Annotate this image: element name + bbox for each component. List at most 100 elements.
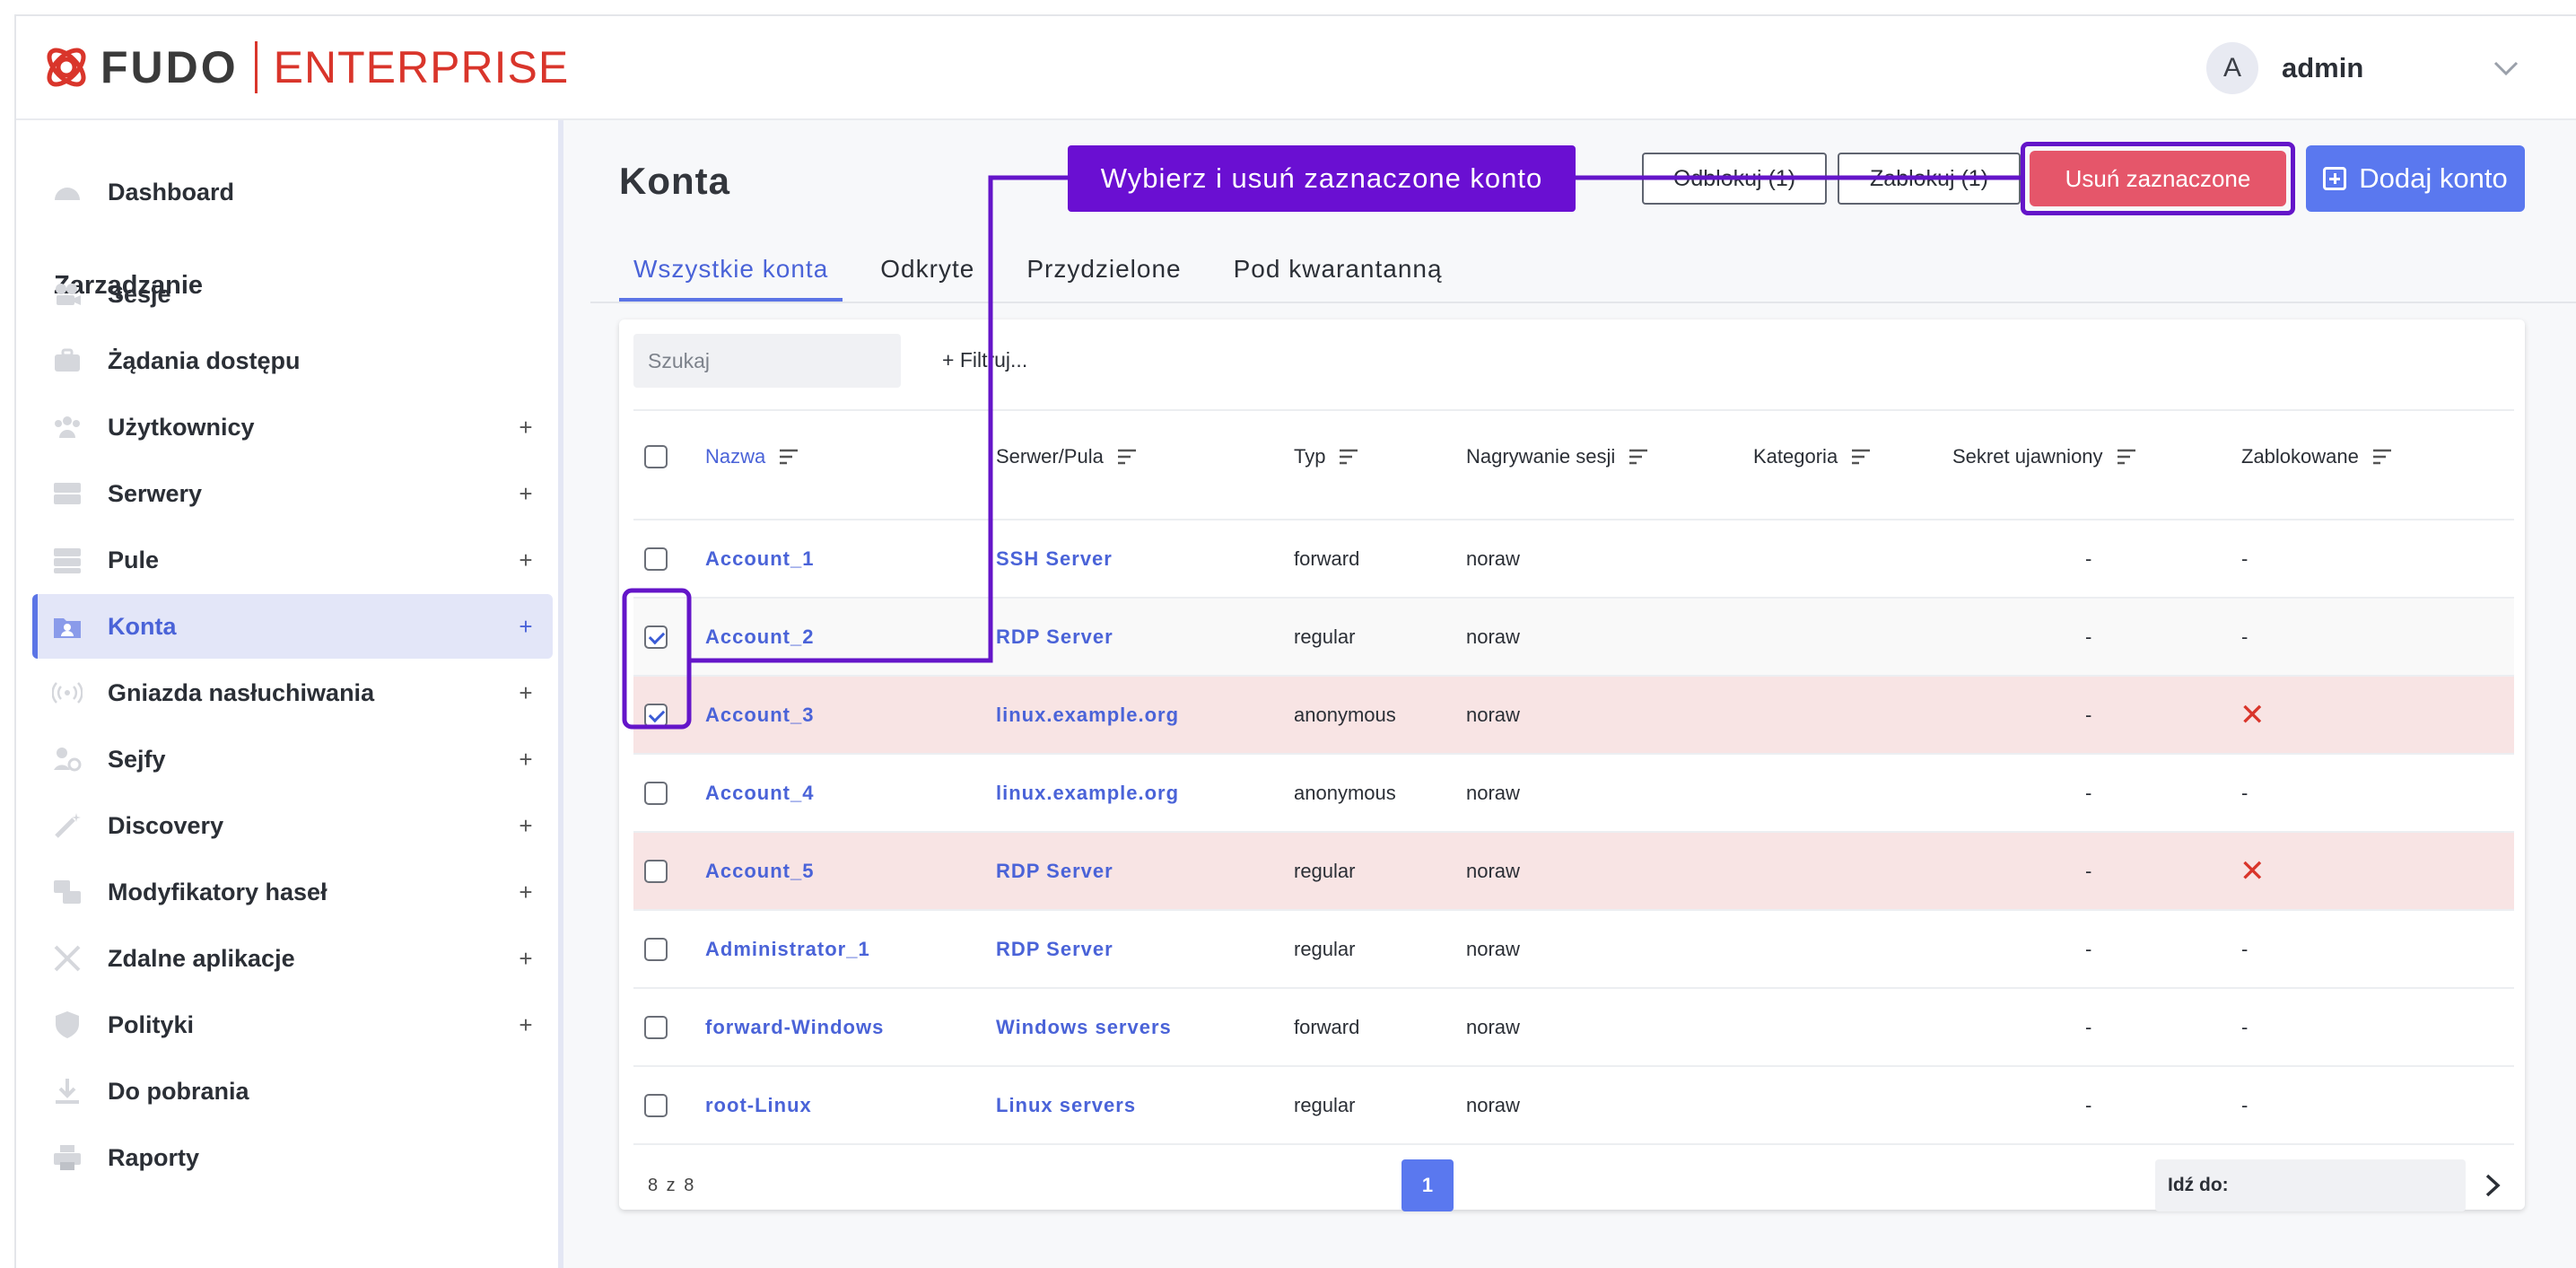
camera-icon	[52, 279, 83, 310]
expand-plus-icon[interactable]: +	[519, 745, 533, 773]
expand-plus-icon[interactable]: +	[519, 413, 533, 441]
account-type: regular	[1294, 859, 1356, 882]
expand-plus-icon[interactable]: +	[519, 678, 533, 706]
chevron-down-icon[interactable]	[2488, 50, 2524, 86]
tab-quarantine[interactable]: Pod kwarantanną	[1233, 255, 1443, 283]
column-label: Kategoria	[1753, 445, 1838, 468]
server-link[interactable]: RDP Server	[996, 937, 1113, 960]
session-recording: noraw	[1466, 1093, 1520, 1116]
sidebar-item-label: Gniazda nasłuchiwania	[108, 678, 375, 706]
table-row[interactable]: root-Linux Linux servers regular noraw - -	[633, 1067, 2514, 1145]
add-account-button[interactable]: Dodaj konto	[2306, 145, 2525, 212]
column-header-category[interactable]: Kategoria	[1753, 443, 1872, 470]
filter-button[interactable]: + Filtruj...	[942, 348, 1028, 372]
column-header-server[interactable]: Serwer/Pula	[996, 443, 1138, 470]
column-header-recording[interactable]: Nagrywanie sesji	[1466, 443, 1649, 470]
avatar[interactable]: A	[2206, 42, 2258, 94]
lock-button[interactable]: Zablokuj (1)	[1838, 153, 2021, 205]
delete-selected-button[interactable]: Usuń zaznaczone	[2030, 151, 2286, 206]
column-header-name[interactable]: Nazwa	[705, 443, 799, 470]
table-row[interactable]: Administrator_1 RDP Server regular noraw - -	[633, 911, 2514, 989]
account-name-link[interactable]: forward-Windows	[705, 1015, 885, 1038]
expand-plus-icon[interactable]: +	[519, 546, 533, 573]
sidebar-item-sejfy[interactable]: Sejfy +	[32, 727, 553, 791]
row-checkbox[interactable]	[644, 938, 668, 961]
sidebar-item-serwery[interactable]: Serwery +	[32, 461, 553, 526]
server-link[interactable]: linux.example.org	[996, 703, 1180, 726]
tab-discovered[interactable]: Odkryte	[880, 255, 975, 283]
username[interactable]: admin	[2282, 52, 2364, 83]
secret-revealed: -	[2085, 937, 2092, 960]
session-recording: noraw	[1466, 781, 1520, 804]
sidebar-item-polityki[interactable]: Polityki +	[32, 993, 553, 1057]
expand-plus-icon[interactable]: +	[519, 612, 533, 640]
server-link[interactable]: RDP Server	[996, 859, 1113, 882]
expand-plus-icon[interactable]: +	[519, 878, 533, 905]
column-header-secret[interactable]: Sekret ujawniony	[1952, 443, 2137, 470]
account-type: regular	[1294, 937, 1356, 960]
select-all-checkbox[interactable]	[644, 445, 668, 468]
sidebar-item-label: Serwery	[108, 479, 203, 507]
tabs: Wszystkie konta Odkryte Przydzielone Pod…	[619, 246, 1480, 302]
table-row[interactable]: Account_4 linux.example.org anonymous noraw…	[633, 755, 2514, 833]
table-row[interactable]: forward-Windows Windows servers forward nor…	[633, 989, 2514, 1067]
row-checkbox[interactable]	[644, 625, 668, 649]
sidebar-item-żądania-dostępu[interactable]: Żądania dostępu	[32, 328, 553, 393]
sidebar-item-modyfikatory-haseł[interactable]: Modyfikatory haseł +	[32, 860, 553, 924]
sidebar-item-konta[interactable]: Konta +	[32, 594, 553, 659]
sidebar-item-użytkownicy[interactable]: Użytkownicy +	[32, 395, 553, 459]
pagination-page-1[interactable]: 1	[1402, 1159, 1454, 1211]
row-checkbox[interactable]	[644, 547, 668, 571]
expand-plus-icon[interactable]: +	[519, 479, 533, 507]
tab-assigned[interactable]: Przydzielone	[1026, 255, 1182, 283]
server-link[interactable]: SSH Server	[996, 547, 1113, 570]
account-name-link[interactable]: Account_5	[705, 859, 815, 882]
sidebar-item-label: Konta	[108, 612, 177, 640]
account-name-link[interactable]: root-Linux	[705, 1093, 812, 1116]
sidebar-item-discovery[interactable]: Discovery +	[32, 793, 553, 858]
unlock-button[interactable]: Odblokuj (1)	[1642, 153, 1827, 205]
account-name-link[interactable]: Account_3	[705, 703, 815, 726]
account-name-link[interactable]: Administrator_1	[705, 937, 870, 960]
table-row[interactable]: Account_3 linux.example.org anonymous noraw…	[633, 677, 2514, 755]
server-link[interactable]: Linux servers	[996, 1093, 1137, 1116]
fudo-logo[interactable]: FUDO ENTERPRISE	[39, 38, 569, 97]
expand-plus-icon[interactable]: +	[519, 811, 533, 839]
table-row[interactable]: Account_5 RDP Server regular noraw - ✕	[633, 833, 2514, 911]
sidebar-item-zdalne-aplikacje[interactable]: Zdalne aplikacje +	[32, 926, 553, 991]
search-input[interactable]	[633, 334, 901, 388]
account-name-link[interactable]: Account_2	[705, 625, 815, 648]
column-header-type[interactable]: Typ	[1294, 443, 1359, 470]
account-name-link[interactable]: Account_4	[705, 781, 815, 804]
row-checkbox[interactable]	[644, 860, 668, 883]
table-row[interactable]: Account_1 SSH Server forward noraw - -	[633, 520, 2514, 599]
goto-page-input[interactable]: Idź do:	[2155, 1159, 2466, 1211]
row-checkbox[interactable]	[644, 782, 668, 805]
account-name-link[interactable]: Account_1	[705, 547, 815, 570]
expand-plus-icon[interactable]: +	[519, 944, 533, 972]
sidebar-item-pule[interactable]: Pule +	[32, 528, 553, 592]
server-link[interactable]: Windows servers	[996, 1015, 1172, 1038]
table-row[interactable]: Account_2 RDP Server regular noraw - -	[633, 599, 2514, 677]
tab-all-accounts[interactable]: Wszystkie konta	[619, 246, 843, 302]
fudo-logo-icon	[47, 48, 86, 87]
secret-revealed: -	[2085, 1093, 2092, 1116]
account-type: regular	[1294, 1093, 1356, 1116]
secret-revealed: -	[2085, 859, 2092, 882]
sidebar-item-do-pobrania[interactable]: Do pobrania	[32, 1059, 553, 1124]
logo-divider	[254, 41, 258, 93]
page-title: Konta	[619, 160, 730, 202]
row-checkbox[interactable]	[644, 1094, 668, 1117]
row-checkbox[interactable]	[644, 1016, 668, 1039]
sidebar-item-gniazda-nasłuchiwania[interactable]: Gniazda nasłuchiwania +	[32, 660, 553, 725]
server-link[interactable]: RDP Server	[996, 625, 1113, 648]
server-link[interactable]: linux.example.org	[996, 781, 1180, 804]
column-header-locked[interactable]: Zablokowane	[2241, 443, 2393, 470]
user-menu[interactable]: A admin	[2206, 41, 2524, 95]
chevron-right-icon[interactable]	[2478, 1170, 2507, 1201]
sidebar-item-sesje[interactable]: Sesje	[32, 262, 553, 327]
sidebar-item-dashboard[interactable]: Dashboard	[32, 160, 553, 224]
row-checkbox[interactable]	[644, 704, 668, 727]
sidebar-item-raporty[interactable]: Raporty	[32, 1125, 553, 1190]
expand-plus-icon[interactable]: +	[519, 1010, 533, 1038]
